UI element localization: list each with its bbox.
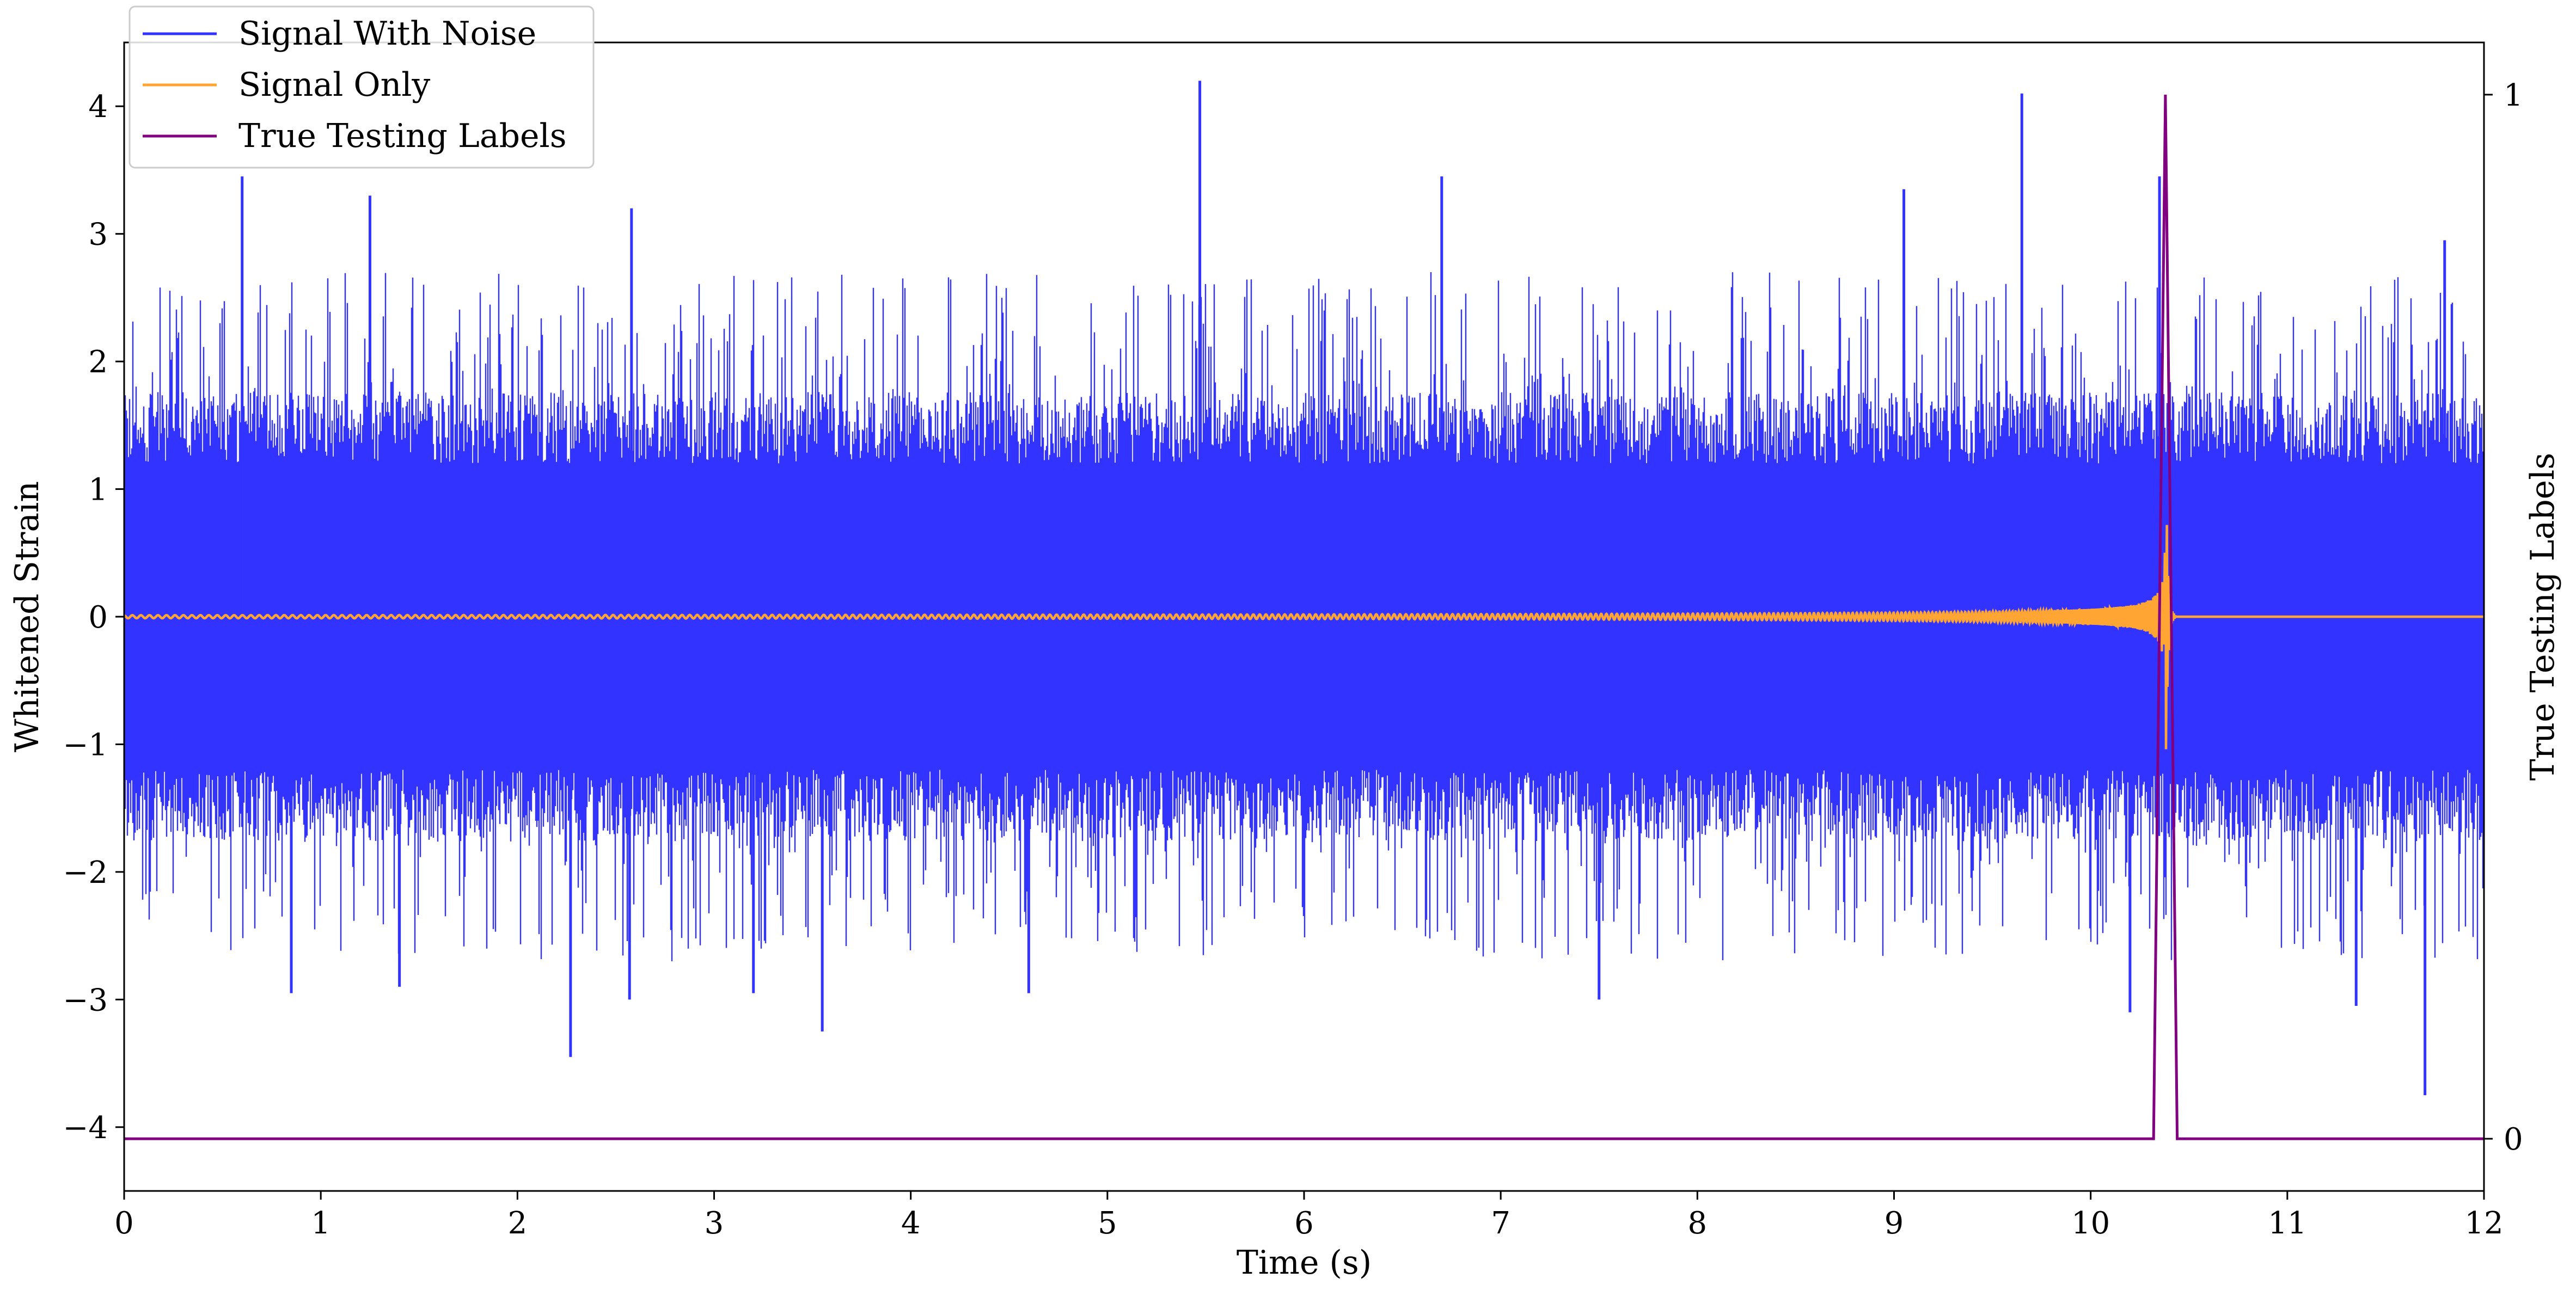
x-tick-label: 9: [1884, 1206, 1904, 1241]
noise-trace: [124, 272, 2484, 961]
x-axis: 0 1 2 3 4 5 6 7 8 9 10 11 12: [114, 1191, 2504, 1241]
y-tick-label: −3: [63, 982, 108, 1018]
legend-box: [129, 5, 595, 169]
series-signal-only: [124, 525, 2484, 750]
series-true-testing-labels: [124, 94, 2484, 1140]
y-axis-left: −4 −3 −2 −1 0 1 2 3 4: [63, 89, 124, 1146]
y-tick-label: 0: [88, 600, 108, 635]
y-tick-label: 2: [88, 345, 108, 380]
x-tick-label: 0: [114, 1206, 134, 1241]
y-tick-label: −2: [63, 855, 108, 890]
labels-line: [124, 94, 2484, 1140]
y-axis-right: 01: [2484, 78, 2523, 1157]
legend: Signal With Noise Signal Only True Testi…: [129, 5, 595, 169]
series-signal-with-noise: [124, 81, 2484, 1096]
x-tick-label: 5: [1098, 1206, 1117, 1241]
signal-line: [124, 525, 2484, 750]
y-tick-label: 4: [88, 89, 108, 125]
x-tick-label: 12: [2464, 1206, 2503, 1241]
x-axis-label: Time (s): [1237, 1244, 1372, 1282]
x-tick-label: 7: [1491, 1206, 1510, 1241]
legend-label-noise: Signal With Noise: [238, 15, 536, 53]
y-tick-label: 1: [88, 472, 108, 508]
y2-axis-label: True Testing Labels: [2524, 453, 2562, 781]
x-tick-label: 10: [2071, 1206, 2110, 1241]
x-tick-label: 8: [1688, 1206, 1708, 1241]
y-tick-label: −1: [63, 727, 108, 763]
legend-label-labels: True Testing Labels: [238, 117, 567, 155]
x-tick-label: 1: [311, 1206, 331, 1241]
y2-tick-label: 1: [2504, 78, 2523, 113]
x-tick-label: 11: [2268, 1206, 2306, 1241]
legend-label-signal: Signal Only: [238, 66, 430, 104]
x-tick-label: 3: [705, 1206, 724, 1241]
y-axis-label: Whitened Strain: [8, 481, 46, 752]
y2-tick-label: 0: [2504, 1122, 2523, 1157]
y-tick-label: −4: [63, 1110, 108, 1146]
x-tick-label: 2: [508, 1206, 528, 1241]
x-tick-label: 4: [901, 1206, 921, 1241]
y-tick-label: 3: [88, 217, 108, 253]
x-tick-label: 6: [1294, 1206, 1314, 1241]
